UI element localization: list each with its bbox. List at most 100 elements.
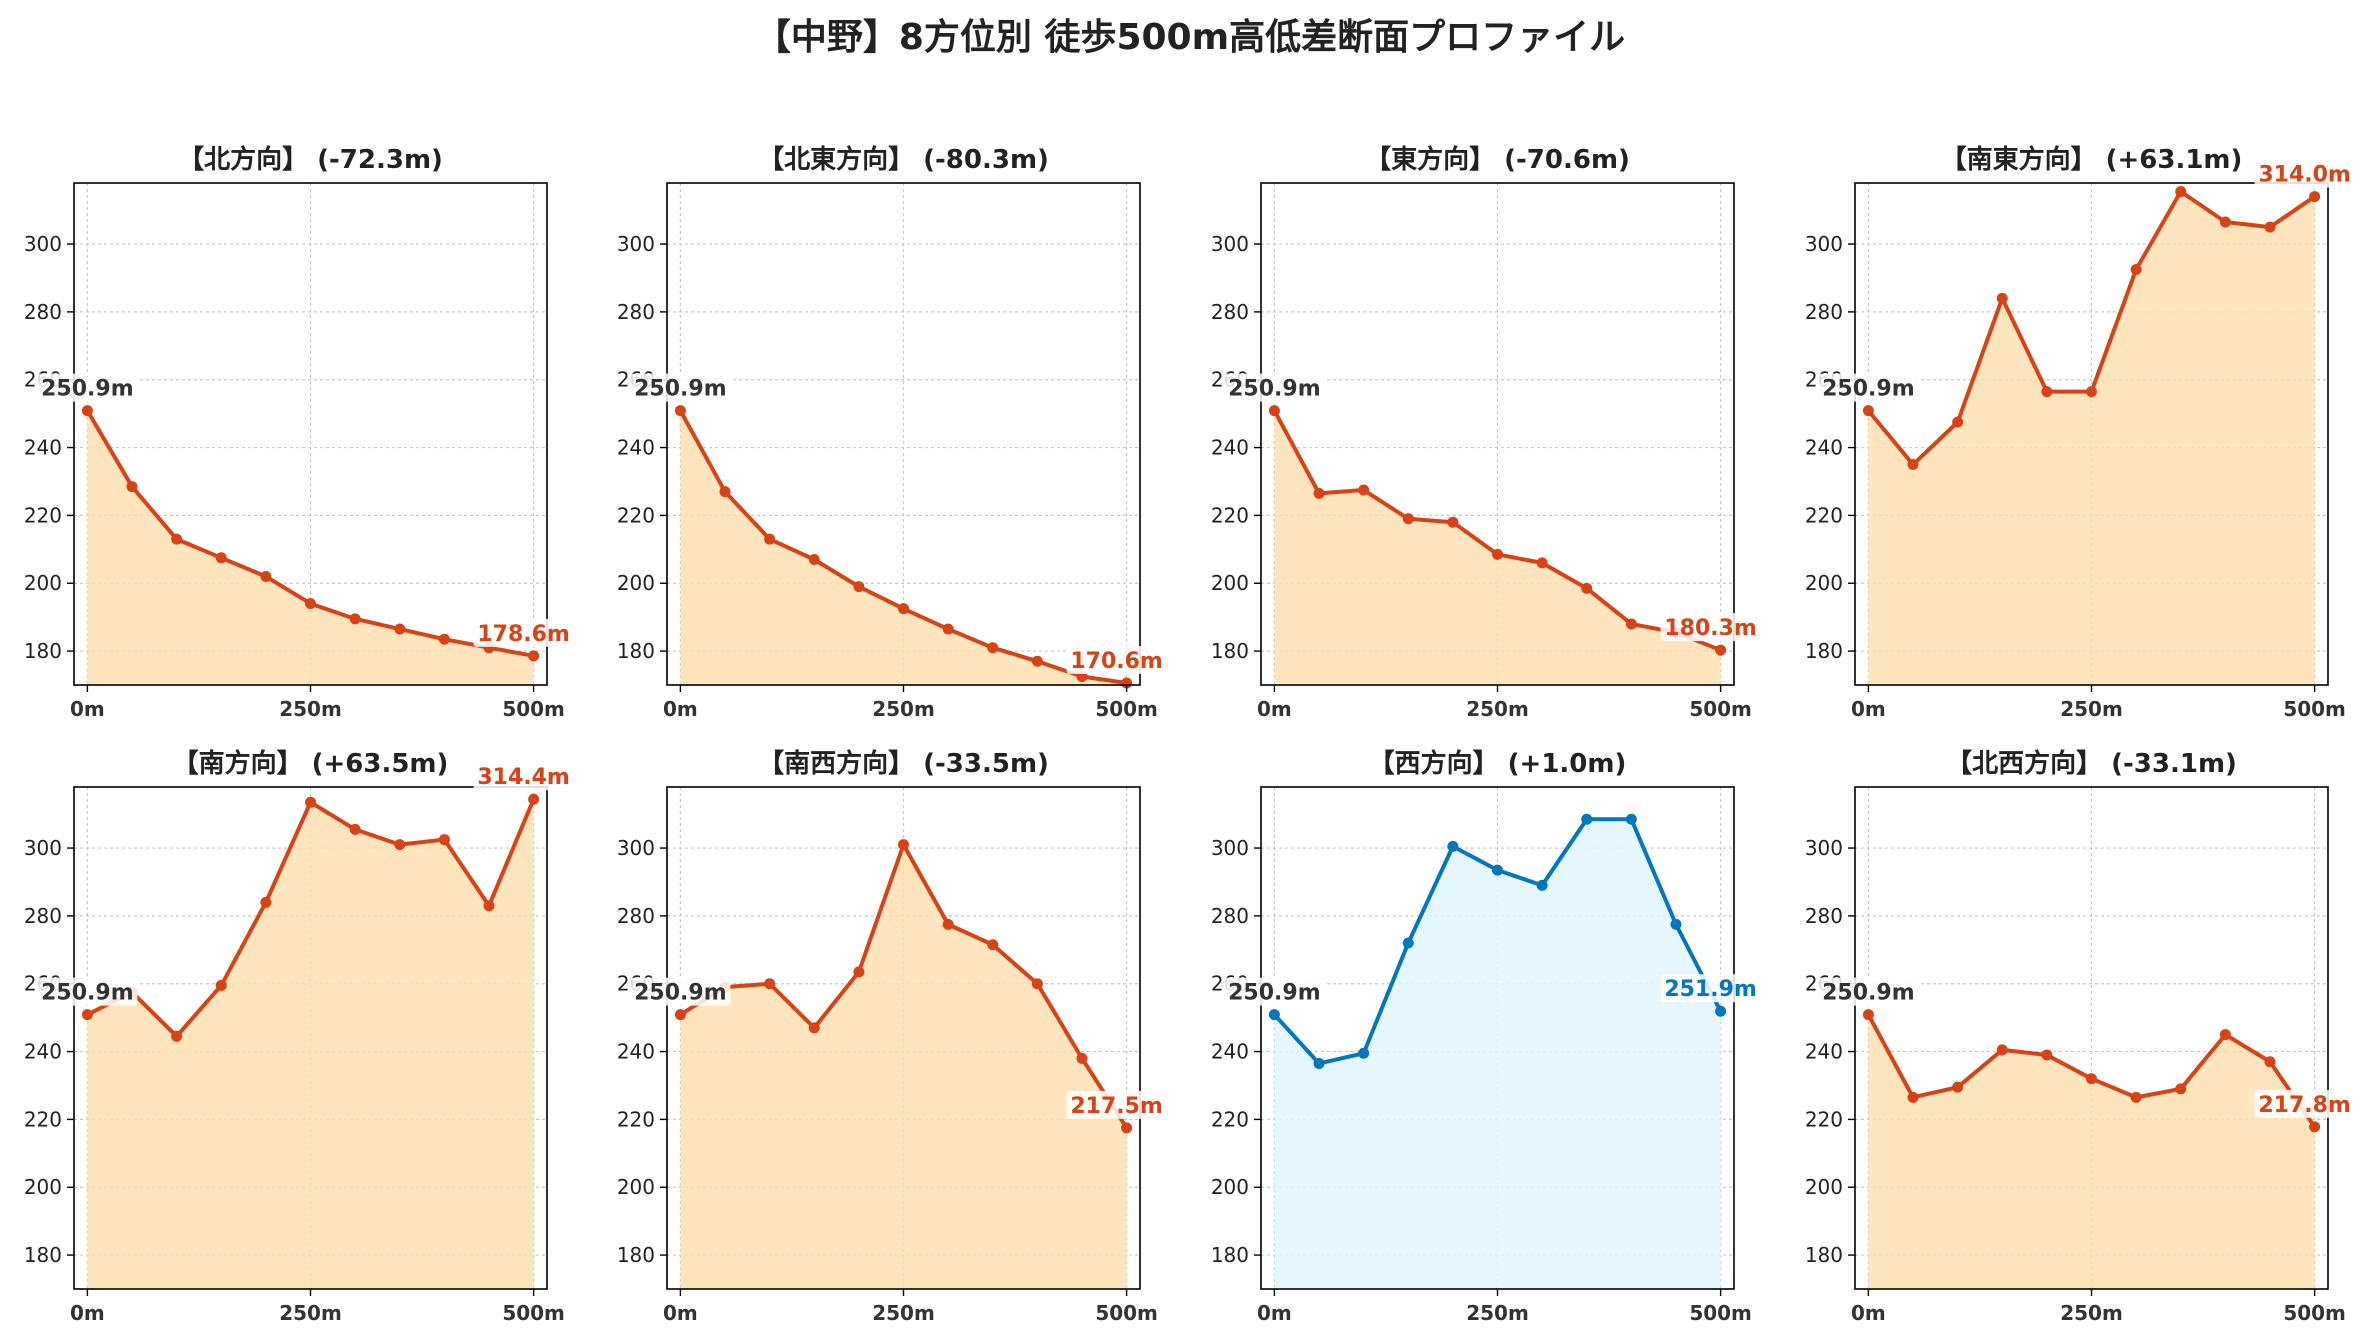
- y-tick-label: 280: [1211, 300, 1249, 324]
- x-tick-label: 500m: [1689, 697, 1752, 721]
- y-tick-label: 300: [24, 232, 62, 256]
- x-tick-label: 0m: [70, 1301, 105, 1325]
- y-tick-label: 280: [24, 300, 62, 324]
- data-point: [764, 533, 776, 545]
- area-fill: [87, 799, 534, 1289]
- end-label-bg: [2254, 1089, 2355, 1118]
- data-point: [81, 1009, 93, 1021]
- data-point: [898, 603, 909, 615]
- data-point: [674, 1009, 686, 1021]
- data-point: [1996, 292, 2008, 304]
- subplot-title: 【北方向】 (-72.3m): [178, 144, 443, 175]
- subplot-3: 【南東方向】 (+63.1m)1802002202402602803000m25…: [1805, 144, 2355, 721]
- end-label-bg: [1066, 1090, 1167, 1119]
- y-tick-label: 240: [1805, 436, 1843, 460]
- start-label: 250.9m: [634, 981, 727, 1006]
- data-point: [126, 481, 138, 493]
- subplot-7: 【北西方向】 (-33.1m)1802002202402602803000m25…: [1805, 748, 2355, 1325]
- x-tick-label: 0m: [70, 697, 105, 721]
- y-tick-label: 300: [617, 232, 655, 256]
- y-tick-label: 200: [24, 571, 62, 595]
- data-point: [394, 623, 406, 635]
- start-label-bg: [630, 977, 731, 1006]
- data-point: [260, 570, 272, 582]
- subplot-4: 【南方向】 (+63.5m)1802002202402602803000m250…: [24, 748, 574, 1325]
- area-fill: [680, 844, 1127, 1289]
- data-point: [987, 939, 999, 951]
- data-point: [719, 486, 731, 498]
- y-tick-label: 180: [1805, 1243, 1843, 1267]
- subplot-title: 【西方向】 (+1.0m): [1369, 748, 1627, 779]
- subplot-title: 【北東方向】 (-80.3m): [758, 144, 1049, 175]
- data-point: [1402, 513, 1414, 525]
- end-label: 217.8m: [2258, 1093, 2351, 1118]
- end-label: 178.6m: [477, 622, 570, 647]
- end-label-bg: [473, 762, 574, 791]
- y-tick-label: 200: [1805, 1175, 1843, 1199]
- data-point: [81, 405, 93, 417]
- data-point: [1952, 1081, 1964, 1093]
- end-label: 217.5m: [1070, 1094, 1163, 1119]
- x-tick-label: 500m: [1689, 1301, 1752, 1325]
- y-tick-label: 200: [617, 571, 655, 595]
- y-tick-label: 200: [24, 1175, 62, 1199]
- data-point: [2264, 1056, 2276, 1068]
- data-point: [483, 900, 495, 912]
- x-tick-label: 250m: [872, 1301, 935, 1325]
- data-point: [1268, 405, 1280, 417]
- start-label: 250.9m: [41, 981, 134, 1006]
- data-point: [1402, 937, 1414, 949]
- y-tick-label: 180: [617, 1243, 655, 1267]
- data-point: [853, 581, 865, 593]
- data-point: [808, 1022, 820, 1034]
- end-label-bg: [1660, 613, 1761, 642]
- data-point: [349, 613, 361, 625]
- start-label: 250.9m: [1822, 981, 1915, 1006]
- data-point: [764, 978, 776, 990]
- subplot-title: 【南方向】 (+63.5m): [173, 748, 449, 779]
- data-point: [1358, 484, 1370, 496]
- data-point: [2086, 386, 2097, 398]
- data-point: [1358, 1047, 1370, 1059]
- data-point: [1907, 1091, 1919, 1103]
- y-tick-label: 300: [1211, 232, 1249, 256]
- y-tick-label: 200: [1805, 571, 1843, 595]
- end-label: 314.0m: [2258, 163, 2351, 188]
- subplot-1: 【北東方向】 (-80.3m)1802002202402602803000m25…: [617, 144, 1167, 721]
- x-tick-label: 0m: [1257, 1301, 1292, 1325]
- subplot-title: 【東方向】 (-70.6m): [1365, 144, 1630, 175]
- y-tick-label: 280: [24, 904, 62, 928]
- data-point: [1447, 840, 1459, 852]
- data-point: [1031, 978, 1043, 990]
- data-point: [1862, 405, 1874, 417]
- data-point: [1581, 582, 1593, 594]
- end-label: 180.3m: [1664, 616, 1757, 641]
- data-point: [2130, 263, 2142, 275]
- data-point: [2219, 216, 2231, 228]
- y-tick-label: 280: [1211, 904, 1249, 928]
- y-tick-label: 220: [1805, 1107, 1843, 1131]
- y-tick-label: 240: [1211, 1040, 1249, 1064]
- x-tick-label: 250m: [2060, 1301, 2123, 1325]
- y-tick-label: 300: [24, 836, 62, 860]
- subplot-title: 【南東方向】 (+63.1m): [1941, 144, 2243, 175]
- data-point: [171, 1030, 183, 1042]
- data-point: [1492, 864, 1503, 876]
- start-label: 250.9m: [634, 377, 727, 402]
- figure-title: 【中野】8方位別 徒歩500m高低差断面プロファイル: [754, 17, 1626, 58]
- y-tick-label: 240: [1805, 1040, 1843, 1064]
- start-label: 250.9m: [1822, 377, 1915, 402]
- start-label-bg: [630, 373, 731, 402]
- data-point: [349, 823, 361, 835]
- data-point: [1536, 557, 1548, 569]
- area-fill: [1274, 819, 1721, 1289]
- start-label: 250.9m: [41, 377, 134, 402]
- subplot-2: 【東方向】 (-70.6m)1802002202402602803000m250…: [1211, 144, 1761, 721]
- y-tick-label: 220: [617, 1107, 655, 1131]
- y-tick-label: 220: [1805, 503, 1843, 527]
- data-point: [1625, 618, 1637, 630]
- x-tick-label: 250m: [279, 1301, 342, 1325]
- data-point: [528, 650, 540, 662]
- y-tick-label: 280: [617, 904, 655, 928]
